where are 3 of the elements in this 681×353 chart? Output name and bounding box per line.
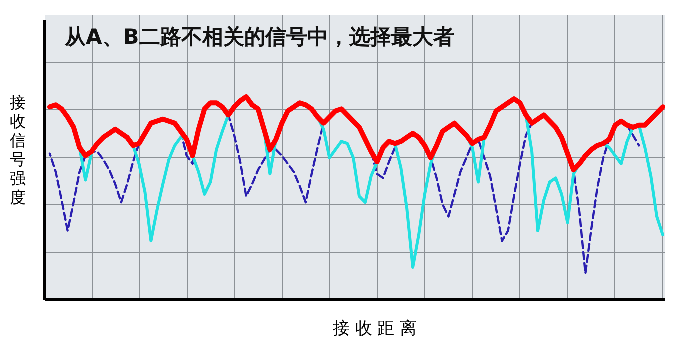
y-axis-title: 接收信号强度 bbox=[10, 93, 26, 207]
x-axis-title: 接 收 距 离 bbox=[332, 319, 418, 339]
title: 从A、B二路不相关的信号中，选择最大者 bbox=[65, 25, 454, 49]
